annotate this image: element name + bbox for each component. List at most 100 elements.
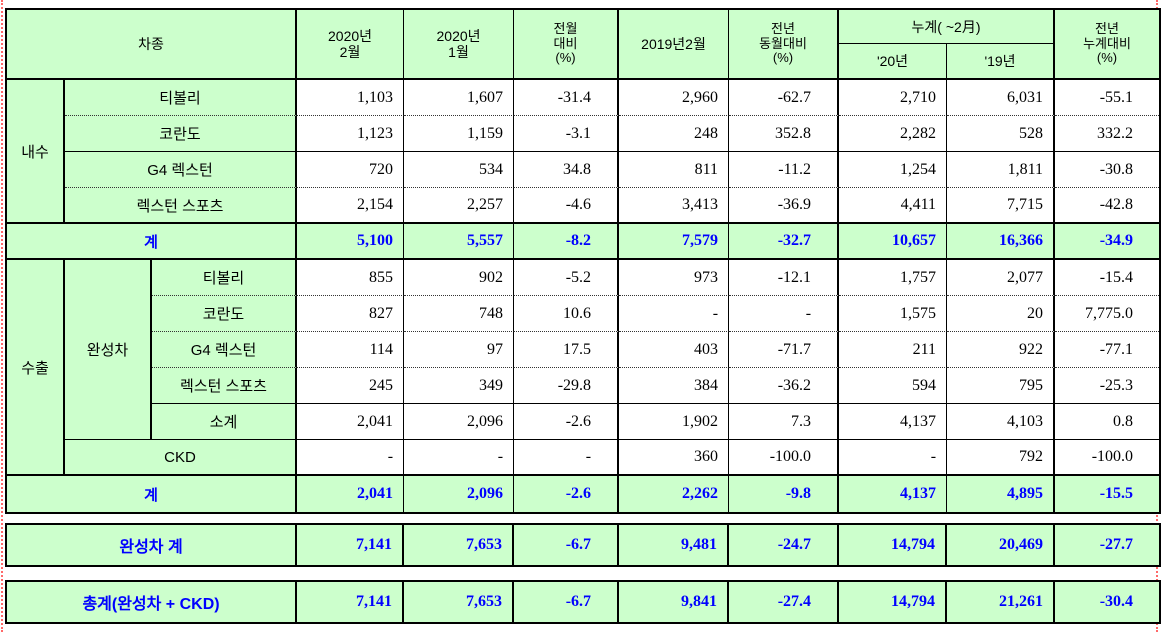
value-cell: 1,902 bbox=[619, 404, 730, 440]
value-cell: 4,411 bbox=[839, 188, 948, 224]
value-cell: 1,575 bbox=[839, 296, 948, 332]
value-cell: -4.6 bbox=[514, 188, 620, 224]
total-value-cell: -8.2 bbox=[514, 224, 620, 260]
sales-table: 차종 2020년 2월 2020년 1월 전월 대비 (%) 2019년2월 전… bbox=[5, 8, 1162, 514]
value-cell: 2,257 bbox=[404, 188, 515, 224]
value-cell: -62.7 bbox=[729, 80, 840, 116]
model-label: G4 렉스턴 bbox=[65, 152, 298, 188]
total-value-cell: 10,657 bbox=[839, 224, 948, 260]
value-cell: 720 bbox=[297, 152, 405, 188]
cbu-total-label: 완성차 계 bbox=[7, 525, 298, 565]
total-value-cell: 21,261 bbox=[947, 582, 1056, 622]
total-value-cell: 7,579 bbox=[619, 224, 730, 260]
total-value-cell: 2,262 bbox=[619, 476, 730, 512]
value-cell: -36.2 bbox=[729, 368, 840, 404]
total-value-cell: -27.7 bbox=[1055, 525, 1160, 565]
value-cell: 902 bbox=[404, 260, 515, 296]
header-feb-2019: 2019년2월 bbox=[619, 10, 730, 80]
value-cell: 922 bbox=[947, 332, 1056, 368]
total-value-cell: -24.7 bbox=[729, 525, 840, 565]
value-cell: 1,757 bbox=[839, 260, 948, 296]
model-label: 렉스턴 스포츠 bbox=[65, 188, 298, 224]
subtotal-label: 소계 bbox=[152, 404, 298, 440]
value-cell: 34.8 bbox=[514, 152, 620, 188]
value-cell: 360 bbox=[619, 440, 730, 476]
value-cell: - bbox=[514, 440, 620, 476]
header-row-1: 차종 2020년 2월 2020년 1월 전월 대비 (%) 2019년2월 전… bbox=[7, 10, 1160, 80]
value-cell: -11.2 bbox=[729, 152, 840, 188]
total-value-cell: 9,481 bbox=[619, 525, 730, 565]
value-cell: 2,282 bbox=[839, 116, 948, 152]
value-cell: 7,775.0 bbox=[1055, 296, 1160, 332]
total-value-cell: 9,841 bbox=[619, 582, 730, 622]
total-value-cell: 16,366 bbox=[947, 224, 1056, 260]
grand-total-label: 총계(완성차 + CKD) bbox=[7, 582, 298, 622]
group-label-domestic: 내수 bbox=[7, 80, 65, 224]
grand-total-row: 총계(완성차 + CKD) 7,141 7,653 -6.7 9,841 -27… bbox=[7, 582, 1160, 622]
grand-total-table: 총계(완성차 + CKD) 7,141 7,653 -6.7 9,841 -27… bbox=[5, 580, 1162, 624]
total-value-cell: 14,794 bbox=[839, 525, 948, 565]
domestic-row-tivoli: 내수 티볼리 1,103 1,607 -31.4 2,960 -62.7 2,7… bbox=[7, 80, 1160, 224]
value-cell: -2.6 bbox=[514, 404, 620, 440]
value-cell: 2,096 bbox=[404, 404, 515, 440]
value-cell: 1,811 bbox=[947, 152, 1056, 188]
value-cell: 528 bbox=[947, 116, 1056, 152]
value-cell: 10.6 bbox=[514, 296, 620, 332]
header-mom-pct: 전월 대비 (%) bbox=[514, 10, 620, 80]
export-row-korando: 코란도 827 748 10.6 - - 1,575 20 7,775.0 bbox=[7, 296, 1160, 332]
value-cell: 855 bbox=[297, 260, 405, 296]
group-label-export: 수출 bbox=[7, 260, 65, 476]
value-cell: - bbox=[729, 296, 840, 332]
total-value-cell: 5,557 bbox=[404, 224, 515, 260]
value-cell: 748 bbox=[404, 296, 515, 332]
value-cell: 17.5 bbox=[514, 332, 620, 368]
export-total-row: 계 2,041 2,096 -2.6 2,262 -9.8 4,137 4,89… bbox=[7, 476, 1160, 512]
export-row-g4-rexton: G4 렉스턴 114 97 17.5 403 -71.7 211 922 -77… bbox=[7, 332, 1160, 368]
total-value-cell: 7,141 bbox=[297, 582, 405, 622]
header-cum-2019: '19년 bbox=[947, 44, 1056, 80]
total-label: 계 bbox=[7, 224, 298, 260]
value-cell: 2,077 bbox=[947, 260, 1056, 296]
value-cell: -30.8 bbox=[1055, 152, 1160, 188]
total-value-cell: -27.4 bbox=[729, 582, 840, 622]
header-jan-2020: 2020년 1월 bbox=[404, 10, 515, 80]
header-feb-2020: 2020년 2월 bbox=[297, 10, 405, 80]
value-cell: -77.1 bbox=[1055, 332, 1160, 368]
subgroup-label-cbu: 완성차 bbox=[65, 260, 152, 440]
total-label: 계 bbox=[7, 476, 298, 512]
value-cell: 1,607 bbox=[404, 80, 515, 116]
value-cell: 4,103 bbox=[947, 404, 1056, 440]
value-cell: -12.1 bbox=[729, 260, 840, 296]
model-label: 코란도 bbox=[152, 296, 298, 332]
value-cell: - bbox=[839, 440, 948, 476]
value-cell: 248 bbox=[619, 116, 730, 152]
total-value-cell: 7,653 bbox=[404, 582, 515, 622]
value-cell: 2,041 bbox=[297, 404, 405, 440]
total-value-cell: 4,895 bbox=[947, 476, 1056, 512]
ckd-label: CKD bbox=[65, 440, 298, 476]
value-cell: 403 bbox=[619, 332, 730, 368]
total-value-cell: -32.7 bbox=[729, 224, 840, 260]
value-cell: 827 bbox=[297, 296, 405, 332]
total-value-cell: 20,469 bbox=[947, 525, 1056, 565]
cbu-total-row: 완성차 계 7,141 7,653 -6.7 9,481 -24.7 14,79… bbox=[7, 525, 1160, 565]
value-cell: 20 bbox=[947, 296, 1056, 332]
value-cell: 534 bbox=[404, 152, 515, 188]
value-cell: 349 bbox=[404, 368, 515, 404]
value-cell: 352.8 bbox=[729, 116, 840, 152]
value-cell: -25.3 bbox=[1055, 368, 1160, 404]
value-cell: -15.4 bbox=[1055, 260, 1160, 296]
value-cell: 2,154 bbox=[297, 188, 405, 224]
model-label: 티볼리 bbox=[65, 80, 298, 116]
value-cell: 811 bbox=[619, 152, 730, 188]
domestic-row-korando: 코란도 1,123 1,159 -3.1 248 352.8 2,282 528… bbox=[7, 116, 1160, 152]
value-cell: 4,137 bbox=[839, 404, 948, 440]
model-label: 렉스턴 스포츠 bbox=[152, 368, 298, 404]
value-cell: 332.2 bbox=[1055, 116, 1160, 152]
value-cell: 0.8 bbox=[1055, 404, 1160, 440]
value-cell: -3.1 bbox=[514, 116, 620, 152]
value-cell: -71.7 bbox=[729, 332, 840, 368]
value-cell: -29.8 bbox=[514, 368, 620, 404]
header-vehicle-type: 차종 bbox=[7, 10, 298, 80]
value-cell: - bbox=[297, 440, 405, 476]
